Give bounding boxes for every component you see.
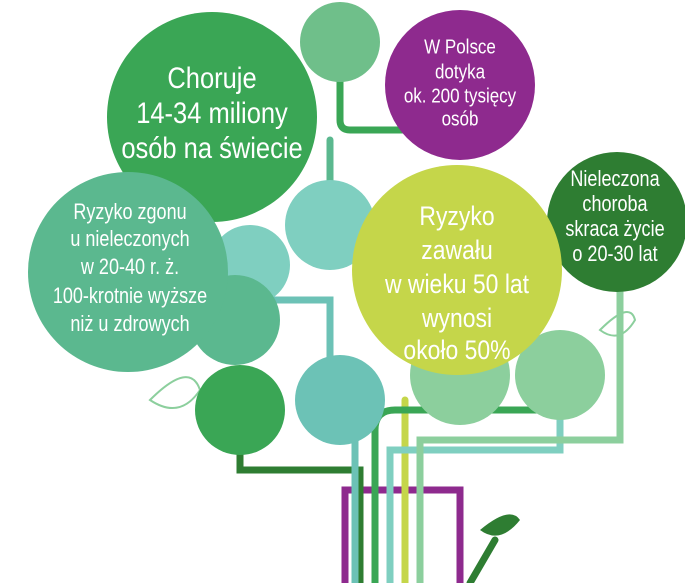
bubble-text: osób na świecie <box>121 131 302 164</box>
bubble-text: Nieleczona <box>570 167 660 191</box>
bubble-text: dotyka <box>435 60 486 83</box>
bubble-text: niż u zdrowych <box>70 312 189 336</box>
bubble-text: 100-krotnie wyższe <box>53 284 207 308</box>
bubble-text: w wieku 50 lat <box>384 269 529 299</box>
bubble-text: zawału <box>421 235 492 265</box>
bubble-text: w 20-40 r. ż. <box>80 255 179 279</box>
bubble-text: około 50% <box>403 335 510 365</box>
bubble-text: Ryzyko zgonu <box>73 200 186 224</box>
bubble-text: osób <box>442 107 479 130</box>
bubble-text: ok. 200 tysięcy <box>404 84 517 107</box>
bubble-text: u nieleczonych <box>70 227 189 251</box>
bubble-text: wynosi <box>421 303 492 333</box>
bubble-text: choroba <box>582 192 648 216</box>
bubble-text: Ryzyko <box>419 201 494 231</box>
bubble-text: 14-34 miliony <box>136 96 288 129</box>
bubble-text: Choruje <box>167 61 256 94</box>
bubble-text: skraca życie <box>565 217 664 241</box>
bubble-text: o 20-30 lat <box>572 242 658 266</box>
infographic: Choruje 14-34 miliony osób na świecie W … <box>0 0 685 583</box>
bubble-text: W Polsce <box>424 35 496 58</box>
